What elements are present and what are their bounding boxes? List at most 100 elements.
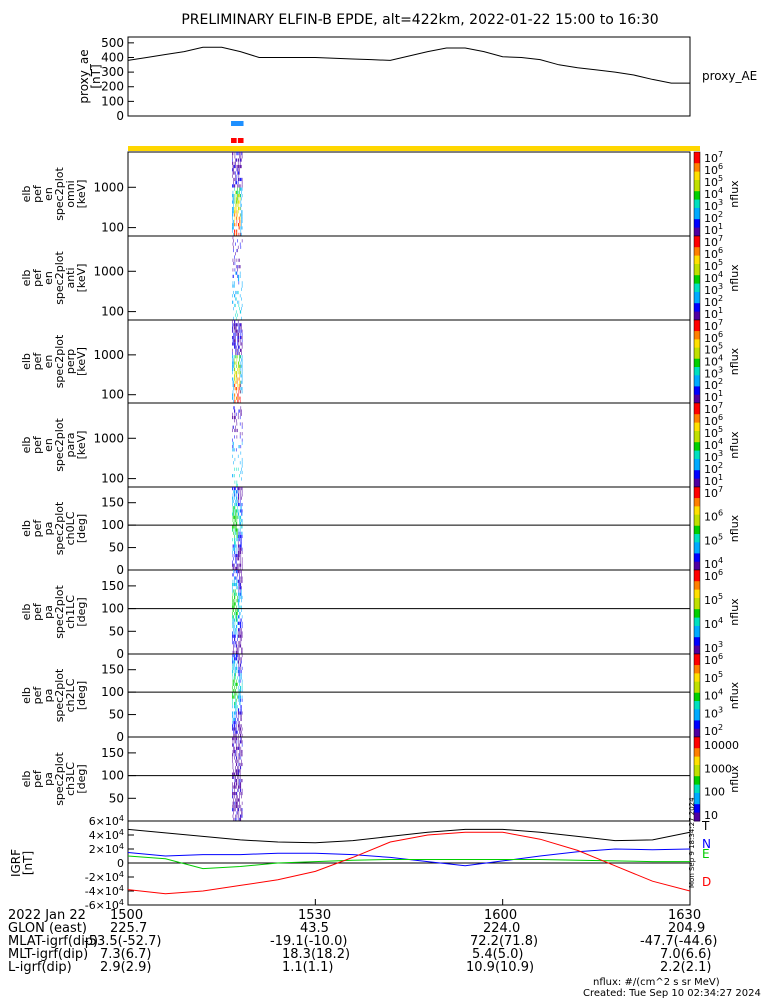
spectrogram-pixel [234, 785, 235, 789]
igrf-legend-T: T [701, 819, 710, 833]
colorbar-swatch [694, 278, 700, 282]
spectrogram-pixel [239, 775, 241, 779]
spectrogram-pixel [234, 782, 236, 786]
spectrogram-pixel [239, 487, 241, 491]
spectrogram-pixel [241, 441, 243, 445]
colorbar-swatch [694, 511, 700, 516]
spectrogram-pixel [239, 544, 240, 548]
spectrogram-pixel [238, 226, 240, 230]
spectrogram-pixel [237, 171, 239, 175]
mlt-1500: 7.3(6.7) [100, 947, 152, 962]
spectrogram-pixel [235, 483, 237, 487]
spectrogram-pixel [235, 310, 237, 314]
spectrogram-pixel [232, 380, 234, 384]
spectrogram-pixel [232, 152, 234, 156]
spectrogram-pixel [239, 187, 240, 191]
spectrogram-pixel [232, 294, 233, 298]
colorbar-label: nflux [728, 765, 741, 793]
spectrogram-pixel [241, 332, 243, 336]
spectrogram-pixel [236, 518, 238, 523]
colorbar-swatch [694, 238, 700, 243]
spectrogram-pixel [237, 599, 239, 603]
spectrogram-pixel [235, 496, 237, 500]
spectrogram-pixel [239, 355, 241, 359]
spectrogram-pixel [239, 515, 240, 519]
spectrogram-pixel [238, 223, 240, 227]
colorbar-swatch [694, 403, 700, 407]
spectrogram-pixel [237, 339, 239, 343]
spectrogram-pixel [233, 531, 234, 535]
spectrogram-pixel [232, 326, 233, 330]
spectrogram-pixel [234, 541, 235, 545]
colorbar-label: nflux [728, 514, 741, 542]
spectrogram-pixel [236, 817, 238, 821]
spectrogram-pixel [232, 158, 233, 162]
spectrogram-pixel [233, 679, 234, 683]
colorbar-tick-exponent: 3 [718, 705, 723, 714]
spectrogram-pixel [239, 187, 241, 191]
spectrogram-pixel [236, 194, 238, 198]
spectrogram-pixel [235, 743, 237, 747]
spectrogram-pixel [240, 756, 242, 760]
spectrogram-pixel [235, 345, 236, 349]
spectrogram-pixel [240, 155, 242, 159]
spectrogram-pixel [232, 582, 234, 587]
spectrogram-pixel [238, 197, 240, 201]
spectrogram-pixel [237, 320, 239, 324]
spectrogram-pixel [235, 698, 236, 702]
spectrogram-pixel [237, 239, 238, 243]
colorbar-swatch [694, 793, 700, 797]
colorbar-swatch [694, 213, 700, 217]
spectrogram-pixel [234, 547, 235, 551]
spectrogram-pixel [238, 409, 240, 413]
spectrogram-pixel [235, 612, 236, 616]
colorbar-swatch [694, 264, 700, 268]
spectrogram-pixel [235, 628, 236, 632]
igrf-legend-E: E [702, 847, 710, 861]
spectrogram-pixel [237, 602, 239, 606]
spectrogram-pixel [236, 782, 238, 786]
spectrogram-pixel [240, 733, 242, 737]
spectrogram-pixel [239, 673, 240, 677]
spectrogram-pixel [236, 801, 238, 805]
spectrogram-pixel [232, 669, 233, 674]
spectrogram-pixel [239, 791, 241, 796]
spectrogram-pixel [237, 499, 238, 503]
colorbar-swatch [694, 801, 700, 805]
spectrogram-pixel [241, 506, 242, 510]
spectrogram-pixel [237, 483, 238, 487]
spectrogram-pixel [239, 432, 241, 436]
spectrogram-pixel [232, 342, 233, 346]
spectrogram-pixel [239, 190, 240, 194]
spectrogram-pixel [235, 791, 237, 796]
spectrogram-pixel [241, 342, 243, 346]
spectrogram-pixel [232, 428, 233, 433]
colorbar-swatch [694, 798, 700, 802]
spectrogram-pixel [235, 814, 236, 818]
spectrogram-pixel [235, 801, 236, 805]
spectrogram-pixel [235, 323, 237, 327]
panel-ylabel-line: ch0LC [64, 511, 77, 545]
spectrogram-pixel [234, 547, 236, 551]
spectrogram-pixel [241, 323, 242, 327]
spectrogram-pixel [237, 487, 238, 491]
spectrogram-pixel [240, 310, 242, 314]
spectrogram-pixel [237, 605, 239, 609]
spectrogram-pixel [232, 487, 234, 491]
spectrogram-pixel [239, 197, 241, 201]
spectrogram-pixel [236, 158, 238, 162]
spectrogram-pixel [232, 168, 234, 172]
spectrogram-pixel [239, 226, 240, 230]
spectrogram-pixel [237, 200, 239, 204]
spectrogram-pixel [232, 487, 233, 491]
spectrogram-pixel [241, 477, 242, 481]
spectrogram-pixel [241, 628, 242, 632]
glon-1500: 225.7 [110, 921, 148, 936]
spectrogram-pixel [237, 329, 239, 333]
spectrogram-pixel [233, 641, 234, 645]
spectrogram-pixel [239, 396, 240, 400]
spectrogram-pixel [241, 711, 243, 715]
spectrogram-pixel [233, 448, 234, 452]
